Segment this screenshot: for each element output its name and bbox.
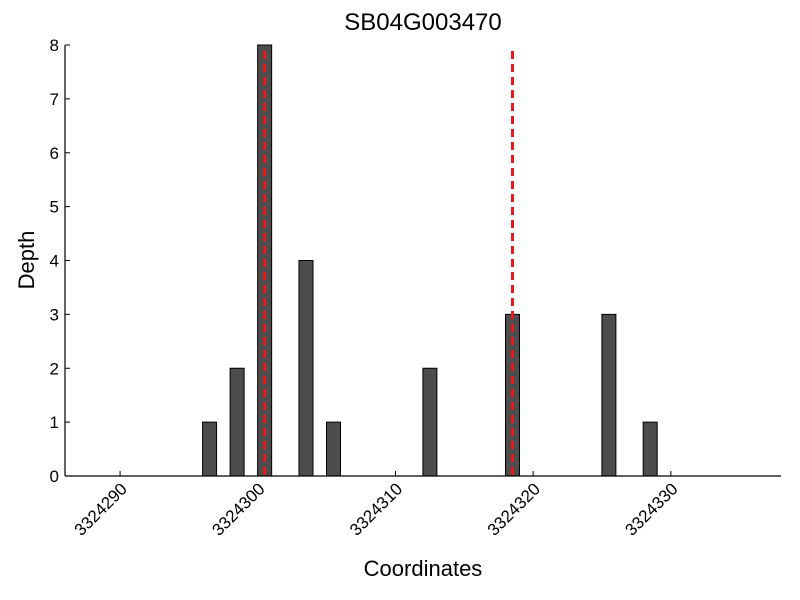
y-tick-label: 6 bbox=[50, 144, 59, 163]
y-tick-label: 3 bbox=[50, 305, 59, 324]
x-tick-label: 3324330 bbox=[621, 479, 681, 539]
x-tick-label: 3324320 bbox=[484, 479, 544, 539]
bar bbox=[202, 421, 218, 477]
y-tick-label: 5 bbox=[50, 198, 59, 217]
chart-title: SB04G003470 bbox=[344, 9, 501, 36]
y-tick-label: 2 bbox=[50, 359, 59, 378]
bar bbox=[601, 313, 617, 477]
y-tick-label: 0 bbox=[50, 467, 59, 486]
x-tick-label: 3324310 bbox=[346, 479, 406, 539]
bar bbox=[422, 367, 438, 477]
bar bbox=[298, 260, 314, 477]
bar bbox=[229, 367, 245, 477]
x-tick-label: 3324300 bbox=[208, 479, 268, 539]
y-tick-label: 8 bbox=[50, 36, 59, 55]
bar bbox=[642, 421, 658, 477]
y-tick-label: 1 bbox=[50, 413, 59, 432]
x-axis-label: Coordinates bbox=[364, 556, 483, 581]
bar bbox=[326, 421, 341, 477]
y-axis-label: Depth bbox=[14, 231, 39, 290]
y-tick-label: 7 bbox=[50, 90, 59, 109]
x-tick-label: 3324290 bbox=[71, 479, 131, 539]
y-tick-label: 4 bbox=[50, 252, 59, 271]
